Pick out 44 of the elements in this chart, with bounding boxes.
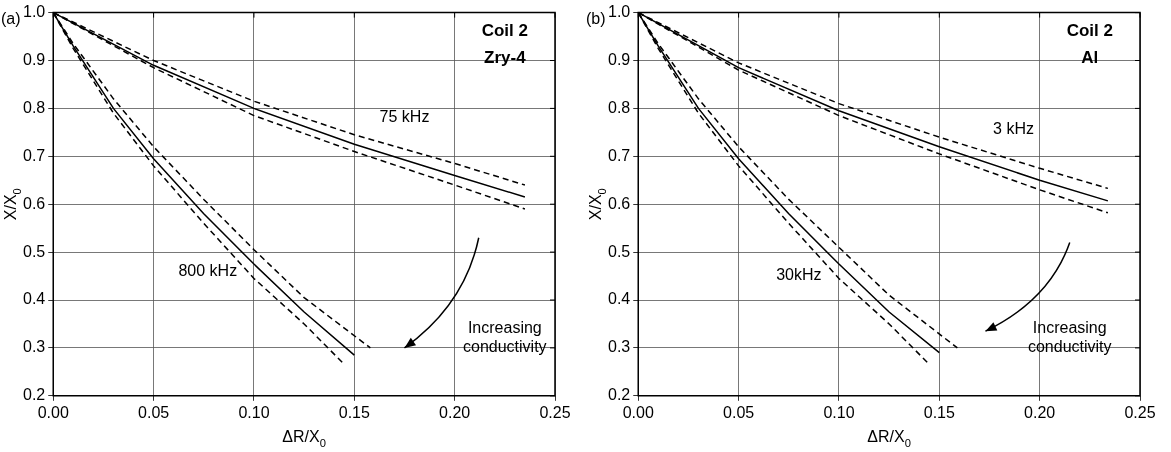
chart-title: (a) <box>1 10 21 28</box>
x-tick-label: 0.00 <box>37 403 69 421</box>
annotation: Zry-4 <box>484 47 527 67</box>
y-tick-label: 0.9 <box>607 50 631 68</box>
y-tick-label: 0.3 <box>607 338 631 356</box>
annotation: Al <box>1081 47 1099 67</box>
y-tick-label: 0.4 <box>22 290 46 308</box>
chart-title: (b) <box>586 10 606 28</box>
x-tick-label: 0.05 <box>723 403 755 421</box>
y-tick-label: 1.0 <box>22 3 46 21</box>
annotation: 800 kHz <box>178 261 238 279</box>
x-tick-label: 0.10 <box>823 403 855 421</box>
y-tick-label: 0.8 <box>22 98 46 116</box>
annotation: 75 kHz <box>379 108 430 126</box>
y-tick-label: 0.4 <box>607 290 631 308</box>
y-tick-label: 0.5 <box>607 242 631 260</box>
annotation: Increasing conductivity <box>1027 319 1112 356</box>
y-tick-label: 1.0 <box>607 3 631 21</box>
x-tick-label: 0.10 <box>238 403 270 421</box>
y-tick-label: 0.6 <box>22 194 46 212</box>
x-tick-label: 0.20 <box>1024 403 1056 421</box>
y-tick-label: 0.7 <box>607 146 631 164</box>
y-tick-label: 0.8 <box>607 98 631 116</box>
annotation: 30kHz <box>776 266 822 284</box>
annotation: 3 kHz <box>993 120 1035 138</box>
y-tick-label: 0.9 <box>22 50 46 68</box>
y-tick-label: 0.6 <box>607 194 631 212</box>
x-tick-label: 0.25 <box>1124 403 1156 421</box>
x-tick-label: 0.20 <box>439 403 471 421</box>
y-tick-label: 0.2 <box>22 386 46 404</box>
x-tick-label: 0.25 <box>539 403 571 421</box>
x-tick-label: 0.00 <box>622 403 654 421</box>
y-axis-title: X/X0 <box>587 188 608 221</box>
x-tick-label: 0.15 <box>923 403 955 421</box>
y-axis-title: X/X0 <box>2 188 23 221</box>
y-tick-label: 0.3 <box>22 338 46 356</box>
annotation: Coil 2 <box>1066 21 1113 41</box>
y-tick-label: 0.7 <box>22 146 46 164</box>
x-tick-label: 0.05 <box>138 403 170 421</box>
y-tick-label: 0.5 <box>22 242 46 260</box>
x-tick-label: 0.15 <box>338 403 370 421</box>
y-tick-label: 0.2 <box>607 386 631 404</box>
annotation: Increasing conductivity <box>463 319 547 356</box>
annotation: Coil 2 <box>481 21 528 41</box>
